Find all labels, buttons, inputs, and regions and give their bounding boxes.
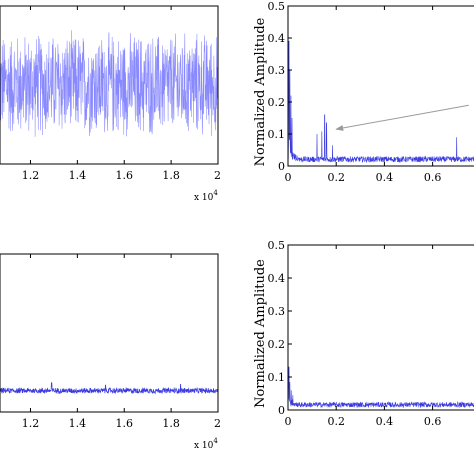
x-tick-label: 2	[214, 417, 221, 430]
plot-clip-top-left	[0, 30, 219, 137]
y-tick-label: 0.5	[268, 239, 286, 252]
y-tick-label: 0.1	[268, 128, 286, 141]
panel-bottom-left: 1.2 1.4 1.6 1.8 2 x 104	[0, 253, 221, 451]
axes-frame-bottom-left	[0, 253, 219, 413]
panel-top-left: 1.2 1.4 1.6 1.8 2 x 104	[0, 5, 221, 203]
annotation-arrow	[335, 104, 469, 131]
x-tick-label: 1.2	[22, 169, 40, 182]
x-ticks-top-left: 1.2 1.4 1.6 1.8 2	[22, 6, 221, 182]
y-tick-label: 0	[278, 160, 285, 173]
y-tick-label: 0.5	[268, 0, 286, 13]
x-tick-label: 2	[214, 169, 221, 182]
x-tick-label: 0.2	[327, 415, 345, 428]
y-axis-label-bottom-right: Normalized Amplitude	[253, 259, 268, 408]
x-ticks-bottom-left: 1.2 1.4 1.6 1.8 2	[22, 254, 221, 430]
y-tick-label: 0.1	[268, 371, 286, 384]
x-tick-label: 1.8	[162, 169, 180, 182]
y-axis-label-top-right: Normalized Amplitude	[253, 17, 268, 166]
x-ticks-bottom-right: 0 0.2 0.4 0.6	[285, 245, 442, 428]
y-ticks-top-right: 0 0.1 0.2 0.3 0.4 0.5	[268, 0, 292, 173]
x-tick-label: 0.2	[327, 171, 345, 184]
x-tick-label: 0.4	[376, 415, 394, 428]
y-tick-label: 0.4	[268, 272, 286, 285]
x-tick-label: 1.2	[22, 417, 40, 430]
axes-frame-top-right	[287, 5, 474, 167]
x-tick-label: 1.6	[115, 169, 133, 182]
x-exponent-label-top-left: x 104	[194, 189, 218, 203]
panel-bottom-right: 0 0.2 0.4 0.6 0 0.1 0.2 0.3 0.4 0.5 Normalized A…	[253, 239, 474, 428]
x-tick-label: 0.6	[424, 171, 442, 184]
y-ticks-bottom-right: 0 0.1 0.2 0.3 0.4 0.5	[268, 239, 292, 417]
x-tick-label: 1.4	[69, 417, 87, 430]
spectrum-trace-bottom-right	[287, 347, 474, 409]
panel-top-right: 0 0.2 0.4 0.6 0 0.1 0.2 0.3 0.4 0.5 Normalized A…	[253, 0, 474, 184]
signal-trace-top-left	[0, 30, 219, 137]
axes-frame-bottom-right	[287, 244, 474, 411]
x-tick-label: 0.6	[424, 415, 442, 428]
spectrum-trace-top-right	[287, 21, 474, 164]
y-tick-label: 0.4	[268, 32, 286, 45]
x-tick-label: 1.6	[115, 417, 133, 430]
y-tick-label: 0.2	[268, 338, 286, 351]
x-exponent-label-bottom-left: x 104	[194, 437, 218, 451]
x-tick-label: 1.8	[162, 417, 180, 430]
x-tick-label: 0	[285, 415, 292, 428]
y-tick-label: 0.3	[268, 305, 286, 318]
x-ticks-top-right: 0 0.2 0.4 0.6	[285, 6, 442, 184]
x-tick-label: 1.4	[69, 169, 87, 182]
y-tick-label: 0.2	[268, 96, 286, 109]
axes-frame-top-left	[0, 5, 219, 165]
y-tick-label: 0.3	[268, 64, 286, 77]
x-tick-label: 0	[285, 171, 292, 184]
x-tick-label: 0.4	[376, 171, 394, 184]
signal-trace-bottom-left	[0, 382, 219, 395]
y-tick-label: 0	[278, 404, 285, 417]
